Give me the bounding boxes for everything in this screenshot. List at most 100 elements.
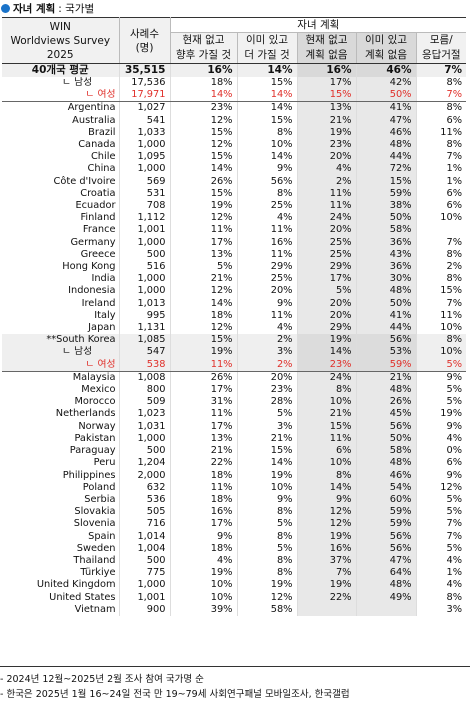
table-row: Philippines 2,000 18% 19% 8% 46% 9% — [2, 469, 466, 482]
percent-cell: 8% — [446, 248, 463, 260]
table-row: Vietnam 900 39% 58% 3% — [2, 603, 466, 616]
percent-cell: 28% — [237, 396, 298, 409]
percent-cell: 44% — [356, 322, 417, 335]
percent-cell: 15% — [237, 445, 298, 458]
percent-cell: 36% — [356, 236, 417, 249]
country-name: Poland — [2, 481, 120, 494]
percent-cell: 7% — [446, 297, 463, 309]
table-row: Slovenia 716 17% 5% 12% 59% 7% — [2, 518, 466, 531]
percent-cell: 44% — [356, 151, 417, 164]
table-row: Poland 632 11% 10% 14% 54% 12% — [2, 481, 466, 494]
country-name: Thailand — [2, 554, 120, 568]
percent-cell: 18% — [170, 542, 238, 555]
percent-cell: 7% — [416, 89, 467, 103]
percent-cell: 6% — [446, 114, 463, 126]
case-count: 1,000 — [119, 139, 171, 152]
percent-cell: 5% — [297, 285, 357, 298]
percent-cell: 17% — [297, 273, 357, 286]
column-header: 현재 없고 — [297, 32, 357, 48]
group-header: 자녀 계획 — [170, 17, 467, 33]
percent-cell: 46% — [356, 63, 417, 77]
percent-cell: 6% — [446, 200, 463, 212]
percent-cell: 5% — [446, 396, 463, 408]
percent-cell: 9% — [446, 420, 463, 432]
percent-cell: 25% — [297, 236, 357, 249]
percent-cell: 48% — [356, 139, 417, 152]
percent-cell: 12% — [170, 285, 238, 298]
percent-cell: 1% — [446, 567, 463, 579]
country-name: ㄴ 여성 — [2, 89, 120, 103]
percent-cell: 21% — [297, 114, 357, 127]
percent-cell: 4% — [446, 432, 463, 444]
table-row: Côte d'Ivoire 569 26% 56% 2% 15% 1% — [2, 175, 466, 188]
percent-cell: 5% — [237, 408, 298, 421]
percent-cell: 5% — [170, 261, 238, 274]
country-name: China — [2, 163, 120, 176]
case-count: 632 — [119, 481, 171, 494]
country-name: France — [2, 224, 120, 237]
percent-cell: 14% — [237, 89, 298, 103]
case-count: 500 — [119, 445, 171, 458]
percent-cell: 12% — [297, 506, 357, 519]
percent-cell: 21% — [170, 273, 238, 286]
case-count: 17,536 — [119, 77, 171, 90]
percent-cell: 20% — [297, 151, 357, 164]
table-row: Canada 1,000 12% 10% 23% 48% 8% — [2, 139, 466, 152]
case-count: 1,000 — [119, 273, 171, 286]
percent-cell: 12% — [297, 518, 357, 531]
percent-cell: 50% — [356, 432, 417, 446]
case-count: 569 — [119, 175, 171, 188]
percent-cell: 10% — [237, 139, 298, 152]
survey-header: WIN Worldviews Survey 2025 — [2, 17, 120, 64]
percent-cell: 8% — [237, 187, 298, 201]
percent-cell: 36% — [356, 261, 417, 274]
percent-cell: 8% — [237, 567, 298, 580]
percent-cell: 8% — [446, 139, 463, 151]
country-name: Malaysia — [2, 371, 120, 385]
percent-cell: 7% — [446, 236, 463, 248]
percent-cell: 19% — [170, 567, 238, 580]
table-row: Netherlands 1,023 11% 5% 21% 45% 19% — [2, 408, 466, 421]
percent-cell: 13% — [170, 248, 238, 262]
country-name: Croatia — [2, 187, 120, 201]
case-count: 536 — [119, 493, 171, 507]
percent-cell: 8% — [416, 334, 467, 347]
percent-cell: 43% — [356, 248, 417, 262]
percent-cell: 14% — [237, 151, 298, 164]
table-row: Finland 1,112 12% 4% 24% 50% 10% — [2, 212, 466, 225]
case-count: 1,031 — [119, 420, 171, 433]
percent-cell: 4% — [237, 212, 298, 225]
percent-cell: 60% — [356, 493, 417, 507]
percent-cell: 15% — [237, 77, 298, 90]
percent-cell: 20% — [297, 224, 357, 237]
percent-cell: 31% — [170, 396, 238, 409]
section-title-bold: 자녀 계획 — [13, 2, 56, 15]
child-plan-table: WIN Worldviews Survey 2025 사례수 (명) 자녀 계획… — [2, 17, 467, 616]
percent-cell: 10% — [237, 481, 298, 494]
table-row: ㄴ 여성 538 11% 2% 23% 59% 5% — [2, 358, 467, 372]
percent-cell: 12% — [237, 591, 298, 604]
table-row: 40개국 평균 35,515 16% 14% 16% 46% 7% — [2, 63, 467, 77]
percent-cell: 8% — [237, 126, 298, 140]
percent-cell: 14% — [170, 163, 238, 176]
percent-cell: 12% — [170, 139, 238, 152]
percent-cell: 13% — [170, 432, 238, 446]
case-count: 1,000 — [119, 163, 171, 176]
column-header-line2: 더 가질 것 — [237, 48, 298, 64]
case-count: 1,204 — [119, 457, 171, 470]
percent-cell: 10% — [440, 322, 463, 334]
case-count: 509 — [119, 396, 171, 409]
percent-cell: 58% — [237, 603, 298, 616]
percent-cell: 12% — [440, 481, 463, 493]
percent-cell: 41% — [356, 101, 417, 115]
percent-cell: 11% — [440, 126, 463, 138]
percent-cell: 11% — [170, 408, 238, 421]
percent-cell: 11% — [440, 309, 463, 321]
percent-cell: 11% — [170, 481, 238, 494]
percent-cell: 11% — [170, 224, 238, 237]
percent-cell: 20% — [237, 371, 298, 385]
percent-cell: 20% — [297, 297, 357, 310]
table-row: Indonesia 1,000 12% 20% 5% 48% 15% — [2, 285, 466, 298]
table-row: China 1,000 14% 9% 4% 72% 1% — [2, 163, 466, 176]
table-row: ㄴ 남성 17,536 18% 15% 17% 42% 8% — [2, 77, 466, 90]
